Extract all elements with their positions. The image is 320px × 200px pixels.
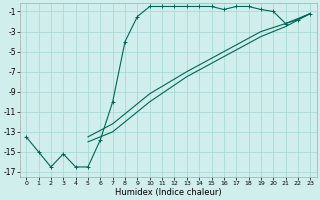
X-axis label: Humidex (Indice chaleur): Humidex (Indice chaleur): [115, 188, 221, 197]
